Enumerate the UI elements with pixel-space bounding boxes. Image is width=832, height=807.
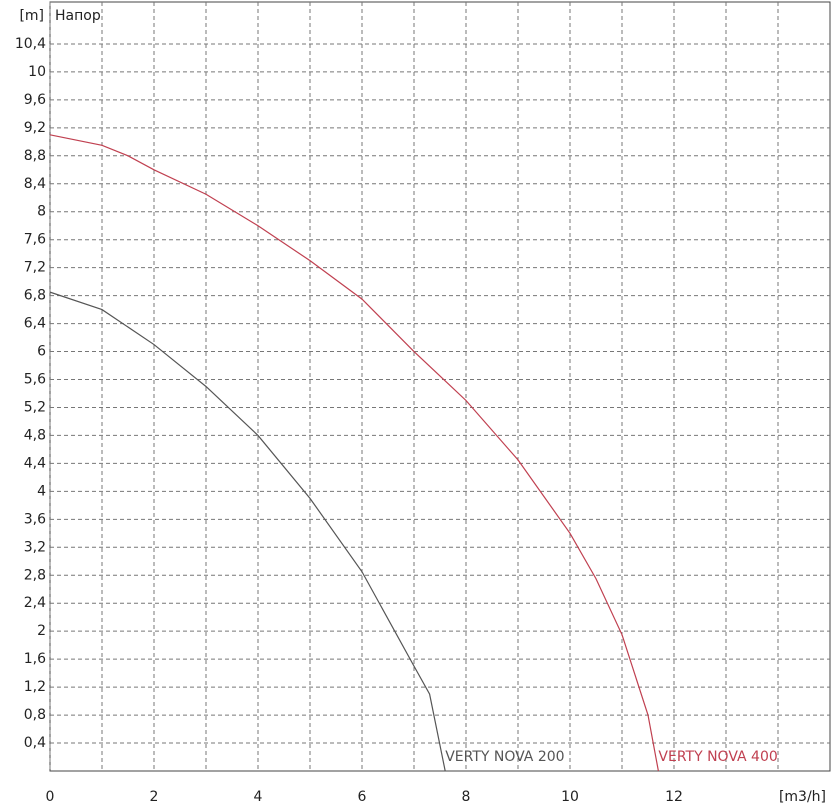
y-tick-label: 6,8 bbox=[24, 288, 46, 304]
y-tick-label: 5,2 bbox=[24, 399, 46, 415]
y-tick-label: 9,2 bbox=[24, 120, 46, 136]
y-tick-label: 2 bbox=[37, 623, 46, 639]
y-axis-label: [m] bbox=[19, 8, 44, 24]
y-tick-label: 10,4 bbox=[15, 36, 46, 52]
x-tick-label: 2 bbox=[150, 789, 159, 805]
y-tick-label: 2,4 bbox=[24, 595, 46, 611]
y-tick-label: 8,8 bbox=[24, 148, 46, 164]
series-line bbox=[49, 291, 446, 772]
x-tick-label: 0 bbox=[46, 789, 55, 805]
x-tick-label: 6 bbox=[358, 789, 367, 805]
y-tick-label: 0,4 bbox=[24, 735, 46, 751]
y-tick-label: 3,2 bbox=[24, 539, 46, 555]
y-tick-label: 4,8 bbox=[24, 427, 46, 443]
y-tick-label: 2,8 bbox=[24, 567, 46, 583]
series-line bbox=[49, 134, 659, 772]
chart-title: Напор bbox=[55, 8, 101, 24]
y-tick-label: 5,6 bbox=[24, 372, 46, 388]
y-tick-label: 7,2 bbox=[24, 260, 46, 276]
y-tick-label: 8 bbox=[37, 204, 46, 220]
y-tick-label: 4,4 bbox=[24, 455, 46, 471]
series-label: VERTY NOVA 200 bbox=[445, 749, 564, 765]
y-tick-label: 6,4 bbox=[24, 316, 46, 332]
x-tick-label: 8 bbox=[462, 789, 471, 805]
y-tick-label: 3,6 bbox=[24, 511, 46, 527]
plot-frame bbox=[49, 1, 831, 772]
x-tick-label: 4 bbox=[254, 789, 263, 805]
y-tick-label: 7,6 bbox=[24, 232, 46, 248]
y-tick-label: 6 bbox=[37, 344, 46, 360]
y-tick-label: 4 bbox=[37, 483, 46, 499]
series-label: VERTY NOVA 400 bbox=[658, 749, 777, 765]
y-tick-label: 1,6 bbox=[24, 651, 46, 667]
y-tick-label: 0,8 bbox=[24, 707, 46, 723]
y-tick-label: 8,4 bbox=[24, 176, 46, 192]
y-tick-label: 10 bbox=[28, 64, 46, 80]
x-tick-label: 10 bbox=[561, 789, 579, 805]
x-axis-label: [m3/h] bbox=[779, 789, 826, 805]
y-tick-label: 1,2 bbox=[24, 679, 46, 695]
x-tick-label: 12 bbox=[665, 789, 683, 805]
y-tick-label: 9,6 bbox=[24, 92, 46, 108]
